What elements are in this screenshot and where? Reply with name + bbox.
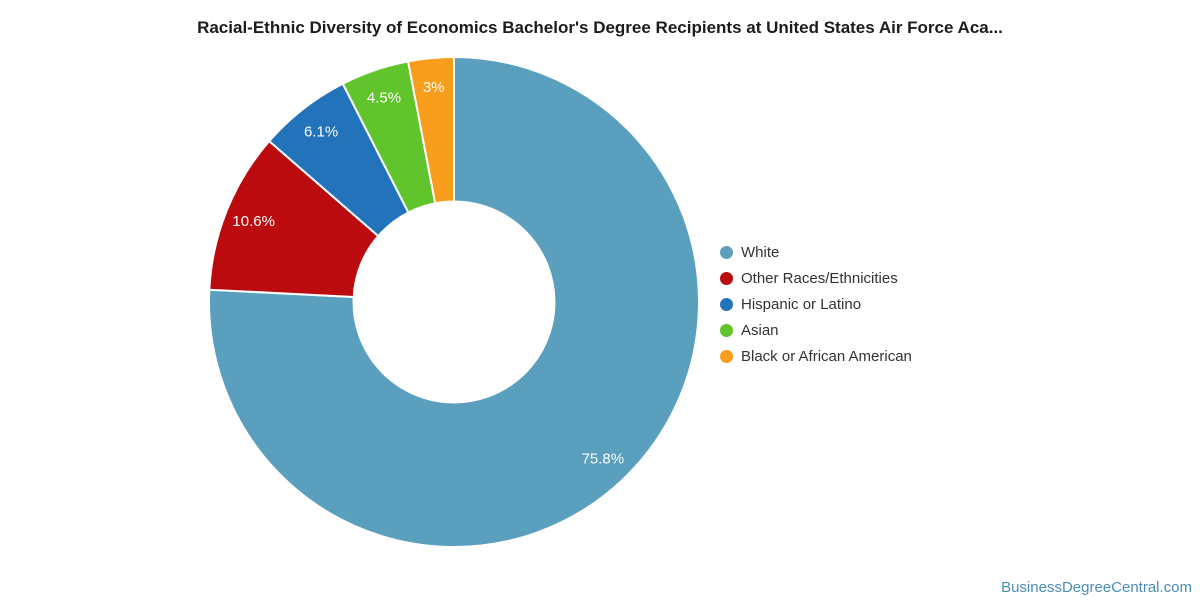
legend-item-asian: Asian	[720, 317, 912, 343]
legend-item-label: White	[741, 243, 780, 261]
legend-item-label: Asian	[741, 321, 779, 339]
slice-value-label: 3%	[423, 79, 445, 96]
legend-marker	[720, 297, 733, 311]
legend-item-white: White	[720, 239, 912, 265]
legend-item-label: Black or African American	[741, 347, 912, 365]
legend-marker	[720, 245, 733, 259]
legend-item-label: Hispanic or Latino	[741, 295, 862, 313]
pie-slice-white[interactable]	[208, 55, 700, 548]
slice-value-label: 75.8%	[582, 451, 625, 468]
footer-brand-link[interactable]: BusinessDegreeCentral.com	[1001, 579, 1192, 596]
pie-slice-black-or-african-american[interactable]	[406, 55, 455, 205]
legend-item-label: Other Races/Ethnicities	[741, 269, 898, 287]
chart-legend: White Other Races/Ethnicities Hispanic or …	[720, 239, 912, 369]
slice-value-label: 6.1%	[304, 124, 338, 141]
slice-value-label: 4.5%	[367, 90, 401, 107]
legend-item-other-races-ethnicities: Other Races/Ethnicities	[720, 265, 912, 291]
chart-title: Racial-Ethnic Diversity of Economics Bac…	[197, 18, 1003, 37]
legend-marker	[720, 271, 733, 285]
legend-marker	[720, 323, 733, 337]
slice-value-label: 10.6%	[232, 213, 275, 230]
legend-item-black-or-african-american: Black or African American	[720, 343, 912, 369]
legend-marker	[720, 349, 733, 363]
legend-item-hispanic-or-latino: Hispanic or Latino	[720, 291, 912, 317]
